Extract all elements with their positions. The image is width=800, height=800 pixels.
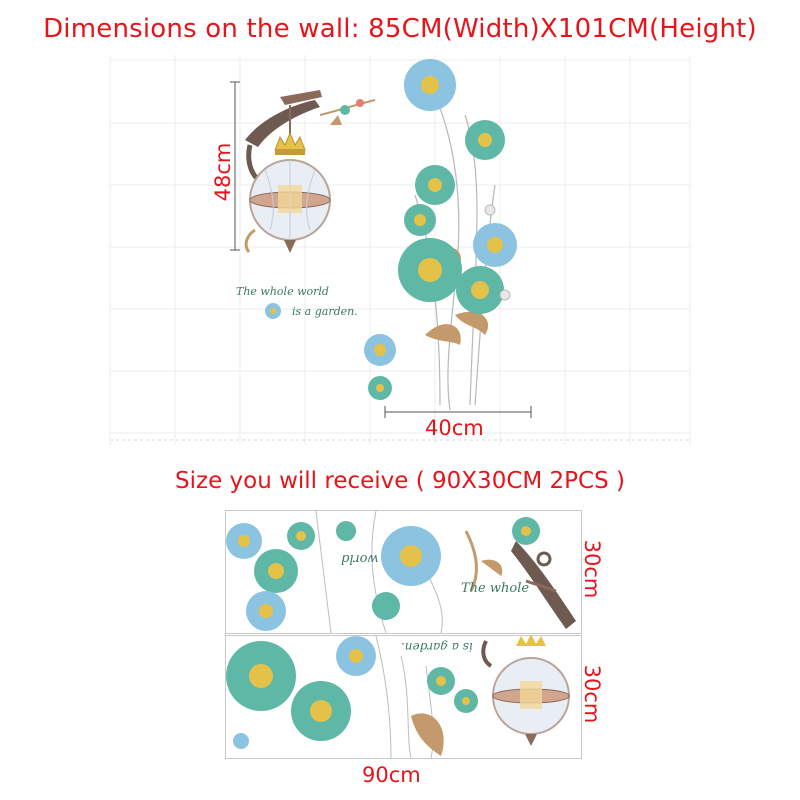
sheet-2-text-garden: is a garden. bbox=[401, 640, 473, 654]
height-dimension-line bbox=[230, 81, 240, 251]
package-title: Size you will receive ( 90X30CM 2PCS ) bbox=[175, 468, 625, 494]
quote-line-2: is a garden. bbox=[292, 305, 358, 318]
sheet-2-artwork bbox=[226, 636, 570, 758]
height-label: 48cm bbox=[211, 142, 235, 202]
package-width-label: 90cm bbox=[362, 763, 421, 787]
width-dimension-line bbox=[384, 406, 532, 418]
sticker-sheet-2: is a garden. bbox=[225, 635, 582, 759]
daisy-vine-illustration bbox=[364, 59, 517, 411]
small-daisy-icon bbox=[265, 303, 281, 319]
sheet-1-height-label: 30cm bbox=[580, 539, 604, 599]
sticker-sheet-1: world The whole bbox=[225, 510, 582, 634]
sheet-1-artwork bbox=[226, 511, 576, 633]
daisy-large bbox=[398, 238, 462, 302]
width-label: 40cm bbox=[425, 416, 484, 440]
sheet-1-text-whole: The whole bbox=[461, 581, 530, 596]
page-title: Dimensions on the wall: 85CM(Width)X101C… bbox=[43, 14, 757, 44]
sheet-2-height-label: 30cm bbox=[580, 664, 604, 724]
sheet-1-text-world: world bbox=[341, 551, 379, 566]
quote-line-1: The whole world bbox=[236, 285, 329, 298]
hanging-lamp-illustration bbox=[244, 90, 376, 253]
